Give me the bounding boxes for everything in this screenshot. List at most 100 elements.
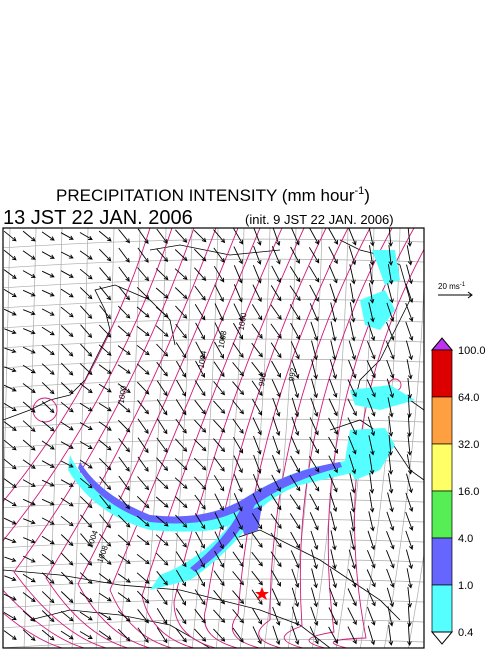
wind-arrow bbox=[251, 304, 263, 321]
wind-arrow bbox=[60, 251, 74, 259]
wind-arrow bbox=[233, 493, 243, 512]
wind-arrow bbox=[194, 267, 207, 282]
wind-arrow bbox=[175, 305, 188, 319]
wind-arrow bbox=[348, 359, 357, 379]
isobar bbox=[3, 228, 173, 648]
wind-arrow bbox=[271, 474, 281, 493]
wind-arrow bbox=[214, 512, 224, 531]
meridian bbox=[480, 228, 500, 650]
wind-arrow bbox=[290, 436, 300, 455]
wind-arrow bbox=[388, 435, 393, 456]
wind-arrow bbox=[386, 568, 395, 588]
wind-arrow bbox=[22, 498, 36, 506]
wind-arrow bbox=[156, 380, 168, 397]
wind-arrow bbox=[137, 609, 149, 624]
wind-arrow bbox=[136, 590, 150, 604]
wind-arrow bbox=[252, 284, 262, 303]
wind-arrow bbox=[117, 305, 131, 319]
colorbar-segment bbox=[431, 443, 453, 492]
wind-arrow bbox=[214, 322, 224, 341]
wind-arrow bbox=[176, 569, 187, 587]
wind-arrow bbox=[232, 362, 244, 377]
wind-arrow bbox=[367, 530, 376, 551]
wind-arrow bbox=[388, 228, 393, 247]
wind-arrow bbox=[291, 587, 300, 608]
wind-arrow bbox=[253, 228, 262, 246]
wind-arrow bbox=[233, 531, 244, 549]
wind-arrow bbox=[23, 328, 36, 335]
wind-arrow bbox=[232, 551, 244, 567]
wind-arrow bbox=[289, 285, 301, 302]
wind-arrow bbox=[368, 302, 375, 323]
wind-arrow bbox=[252, 607, 263, 625]
wind-arrow bbox=[99, 495, 111, 510]
wind-arrow bbox=[137, 267, 150, 282]
wind-arrow bbox=[194, 380, 206, 397]
wind-arrow bbox=[290, 531, 300, 549]
wind-arrow bbox=[137, 247, 149, 263]
wind-arrow bbox=[118, 475, 130, 491]
wind-arrow bbox=[22, 420, 36, 432]
wind-arrow bbox=[98, 457, 112, 471]
wind-arrow bbox=[232, 609, 244, 624]
wind-arrow bbox=[194, 589, 206, 606]
wind-arrow bbox=[407, 415, 412, 437]
wind-arrow bbox=[175, 514, 188, 528]
wind-arrow bbox=[136, 381, 150, 395]
wind-arrow bbox=[195, 322, 205, 340]
wind-arrow bbox=[3, 384, 17, 392]
wind-reference: 20 ms-1 bbox=[438, 282, 473, 299]
wind-arrow bbox=[367, 397, 376, 417]
wind-arrow bbox=[369, 454, 375, 475]
wind-arrow bbox=[233, 455, 243, 474]
wind-arrow bbox=[60, 534, 74, 547]
wind-arrow bbox=[22, 364, 36, 374]
title: PRECIPITATION INTENSITY (mm hour-1) bbox=[56, 185, 370, 205]
wind-arrow bbox=[60, 552, 74, 566]
wind-arrow bbox=[214, 303, 224, 322]
wind-arrow bbox=[232, 627, 244, 643]
parallel bbox=[3, 638, 424, 648]
meridian bbox=[383, 278, 424, 648]
wind-arrow bbox=[22, 573, 36, 583]
wind-arrow bbox=[310, 549, 318, 570]
wind-arrow bbox=[41, 420, 55, 432]
wind-arrow bbox=[349, 302, 356, 323]
wind-arrow bbox=[98, 344, 112, 356]
wind-arrow bbox=[117, 325, 131, 337]
wind-arrow bbox=[407, 587, 413, 608]
wind-arrow bbox=[407, 228, 413, 247]
wind-arrow bbox=[175, 342, 187, 359]
wind-arrow bbox=[367, 606, 376, 626]
wind-arrow bbox=[155, 496, 169, 508]
wind-arrow bbox=[156, 343, 169, 357]
colorbar-label: 16.0 bbox=[458, 486, 479, 498]
wind-arrow bbox=[251, 361, 263, 377]
wind-arrow bbox=[405, 492, 414, 512]
wind-arrow bbox=[136, 515, 150, 527]
wind-arrow bbox=[174, 268, 188, 280]
wind-arrow bbox=[329, 283, 338, 304]
wind-arrow bbox=[98, 402, 112, 412]
wind-arrow bbox=[271, 360, 281, 378]
init-time: (init. 9 JST 22 JAN. 2006) bbox=[245, 212, 394, 227]
wind-arrow bbox=[98, 611, 112, 621]
wind-arrow bbox=[60, 630, 74, 640]
wind-arrow bbox=[406, 454, 413, 475]
wind-arrow bbox=[213, 609, 226, 623]
wind-arrow bbox=[136, 344, 150, 356]
colorbar-segment bbox=[431, 584, 453, 633]
wind-arrow bbox=[407, 624, 412, 646]
wind-arrow bbox=[79, 422, 93, 430]
wind-arrow bbox=[309, 436, 319, 454]
wind-arrow bbox=[214, 493, 224, 512]
isobar-label: 1004 bbox=[197, 349, 209, 369]
wind-arrow bbox=[175, 399, 187, 416]
parallel bbox=[3, 538, 424, 549]
wind-arrow bbox=[60, 270, 74, 278]
wind-arrow bbox=[366, 550, 376, 569]
wind-arrow bbox=[270, 323, 282, 339]
wind-arrow bbox=[3, 517, 17, 525]
wind-arrow bbox=[136, 553, 150, 565]
